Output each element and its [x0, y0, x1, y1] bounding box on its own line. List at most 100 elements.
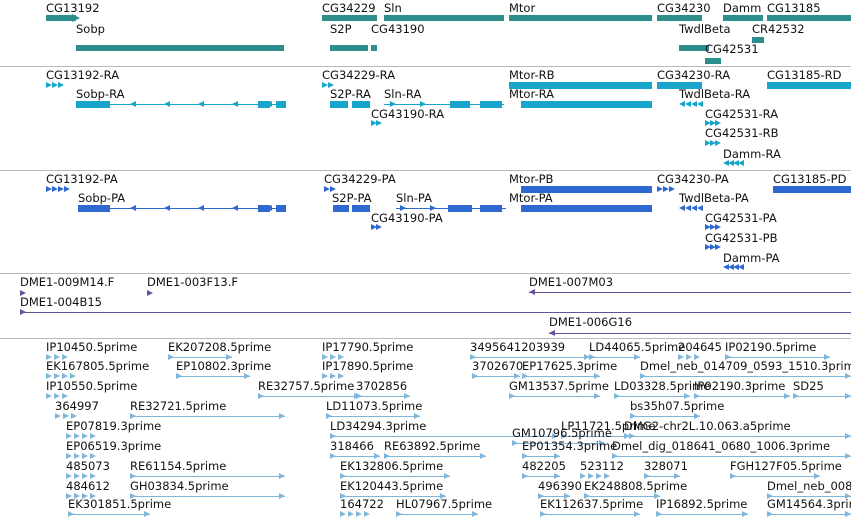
strand-arrow-right-icon: [594, 373, 600, 379]
feature-block[interactable]: [258, 101, 270, 108]
strand-arrow-left-icon: [728, 160, 734, 166]
gene-feature-sln[interactable]: [384, 15, 504, 21]
gene-feature-s2p[interactable]: [330, 45, 368, 51]
intron-line: [522, 456, 560, 457]
strand-arrow-right-icon: [62, 354, 68, 360]
feature-label: CG34229-RA: [322, 68, 396, 82]
feature-label: S2P-RA: [330, 87, 371, 101]
strand-arrow-right-icon: [82, 473, 88, 479]
feature-label: CG34230-RA: [657, 68, 731, 82]
feature-block[interactable]: [767, 82, 851, 89]
intron-line: [509, 396, 600, 397]
feature-label: CG42531-RA: [705, 107, 779, 121]
feature-label: Damm-RA: [723, 147, 781, 161]
feature-block[interactable]: [276, 205, 286, 212]
strand-arrow-left-icon: [232, 205, 238, 211]
feature-label: EP07819.3prime: [66, 419, 162, 433]
strand-arrow-right-icon: [580, 473, 586, 479]
feature-label: GM14564.3prime: [767, 497, 851, 511]
strand-arrow-right-icon: [540, 511, 546, 517]
feature-label: LD03328.5prime: [614, 379, 711, 393]
feature-label: EP10802.3prime: [176, 359, 272, 373]
intron-line: [130, 476, 285, 477]
gene-feature-twdlbeta[interactable]: [679, 45, 709, 51]
feature-block[interactable]: [657, 82, 702, 89]
feature-label: RE32757.5prime: [258, 379, 355, 393]
strand-arrow-right-icon: [279, 413, 285, 419]
clone-track: [0, 274, 851, 338]
feature-block[interactable]: [352, 205, 370, 212]
strand-arrow-right-icon: [66, 493, 72, 499]
strand-arrow-right-icon: [396, 511, 402, 517]
intron-line: [640, 376, 851, 377]
intron-line: [624, 436, 851, 437]
gene-feature-cg43190[interactable]: [371, 45, 377, 51]
feature-label: Sobp-PA: [78, 191, 126, 205]
feature-label: 496390: [538, 479, 582, 493]
strand-arrow-right-icon: [705, 140, 711, 146]
feature-block[interactable]: [773, 186, 851, 193]
feature-block[interactable]: [78, 205, 110, 212]
feature-block[interactable]: [258, 205, 270, 212]
intron-line: [793, 396, 851, 397]
feature-block[interactable]: [521, 186, 652, 193]
strand-arrow-left-icon: [697, 101, 703, 107]
gene-feature-cg13192[interactable]: [46, 15, 76, 21]
feature-label: CG13192: [46, 1, 100, 15]
feature-label: EK112637.5prime: [540, 497, 644, 511]
strand-arrow-right-icon: [46, 354, 52, 360]
feature-label: TwdlBeta-PA: [679, 191, 749, 205]
strand-arrow-right-icon: [374, 453, 380, 459]
strand-arrow-right-icon: [176, 373, 182, 379]
gene-feature-cg13185[interactable]: [767, 15, 851, 21]
feature-block[interactable]: [76, 101, 110, 108]
gene-feature-damm[interactable]: [723, 15, 763, 21]
feature-label: EK248808.5prime: [584, 479, 688, 493]
gene-feature-cr42532[interactable]: [752, 37, 764, 43]
feature-block[interactable]: [521, 101, 652, 108]
intron-line: [767, 496, 851, 497]
gene-feature-cg34230[interactable]: [657, 15, 702, 21]
strand-arrow-right-icon: [74, 453, 80, 459]
strand-arrow-right-icon: [244, 373, 250, 379]
gene-feature-cg34229[interactable]: [322, 15, 377, 21]
strand-arrow-left-icon: [738, 160, 744, 166]
feature-block[interactable]: [521, 205, 652, 212]
feature-block[interactable]: [333, 205, 349, 212]
feature-block[interactable]: [448, 205, 472, 212]
feature-block[interactable]: [330, 101, 348, 108]
feature-label: IP17890.5prime: [322, 359, 414, 373]
strand-arrow-right-icon: [63, 413, 69, 419]
feature-label: EP01354.3prime: [522, 439, 618, 453]
gene-feature-sobp[interactable]: [76, 45, 284, 51]
feature-label: Damm: [723, 1, 762, 15]
gene-feature-cg42531[interactable]: [705, 58, 721, 64]
strand-arrow-right-icon: [66, 433, 72, 439]
feature-label: CG34230-PA: [657, 172, 729, 186]
feature-block[interactable]: [480, 101, 502, 108]
strand-arrow-right-icon: [144, 511, 150, 517]
strand-arrow-right-icon: [356, 511, 362, 517]
feature-block[interactable]: [276, 101, 286, 108]
strand-arrow-right-icon: [90, 453, 96, 459]
feature-label: EK207208.5prime: [168, 340, 272, 354]
strand-arrow-left-icon: [529, 289, 535, 295]
strand-arrow-right-icon: [330, 433, 336, 439]
feature-label: EK132806.5prime: [340, 459, 444, 473]
intron-line: [538, 496, 570, 497]
intron-line: [614, 396, 690, 397]
feature-block[interactable]: [450, 101, 470, 108]
intron-line: [20, 312, 851, 313]
strand-arrow-right-icon: [74, 433, 80, 439]
strand-arrow-right-icon: [845, 433, 851, 439]
feature-label: EK301851.5prime: [68, 497, 172, 511]
gene-feature-mtor[interactable]: [509, 15, 652, 21]
feature-label: Dmel_dig_018641_0680_1006.3prime: [612, 439, 831, 453]
feature-block[interactable]: [352, 101, 370, 108]
intron-line: [168, 357, 232, 358]
strand-arrow-right-icon: [730, 473, 736, 479]
intron-line: [730, 476, 820, 477]
strand-arrow-left-icon: [728, 264, 734, 270]
feature-block[interactable]: [480, 205, 502, 212]
